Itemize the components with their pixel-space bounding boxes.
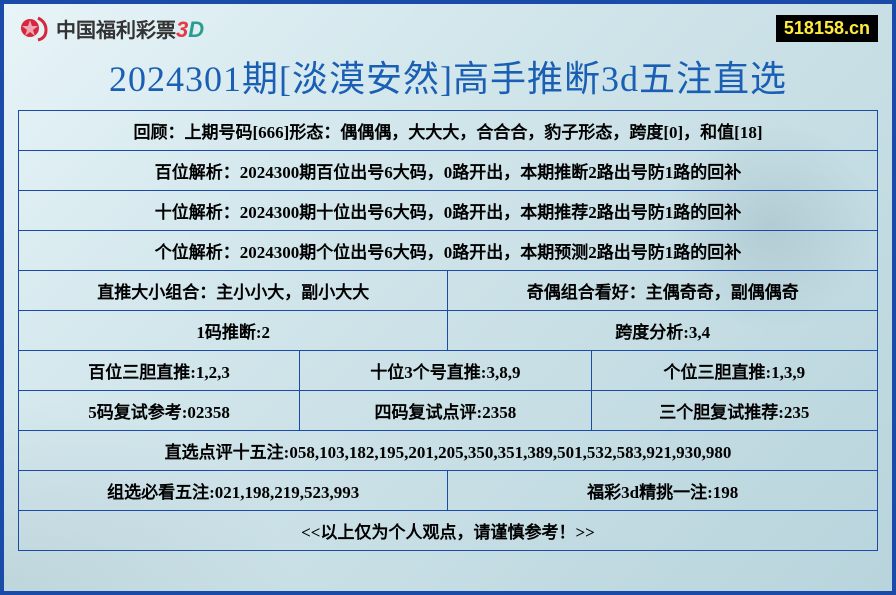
footer-row: <<以上仅为个人观点，请谨慎参考！>> <box>19 511 878 551</box>
ge-analysis-row: 个位解析：2024300期个位出号6大码，0路开出，本期预测2路出号防1路的回补 <box>19 231 878 271</box>
span-cell: 跨度分析:3,4 <box>448 311 878 351</box>
watermark-badge: 518158.cn <box>776 15 878 42</box>
logo-text: 中国福利彩票3D <box>56 14 204 43</box>
shi-analysis-row: 十位解析：2024300期十位出号6大码，0路开出，本期推荐2路出号防1路的回补 <box>19 191 878 231</box>
data-table: 回顾：上期号码[666]形态：偶偶偶，大大大，合合合，豹子形态，跨度[0]，和值… <box>18 110 878 551</box>
ge-dan-cell: 个位三胆直推:1,3,9 <box>591 351 877 391</box>
main-container: 中国福利彩票3D 518158.cn 2024301期[淡漠安然]高手推断3d五… <box>0 0 896 595</box>
review-row: 回顾：上期号码[666]形态：偶偶偶，大大大，合合合，豹子形态，跨度[0]，和值… <box>19 111 878 151</box>
one-code-cell: 1码推断:2 <box>19 311 448 351</box>
bai-dan-cell: 百位三胆直推:1,2,3 <box>19 351 300 391</box>
logo-area: 中国福利彩票3D <box>18 12 204 44</box>
parity-combo-cell: 奇偶组合看好：主偶奇奇，副偶偶奇 <box>448 271 878 311</box>
page-title: 2024301期[淡漠安然]高手推断3d五注直选 <box>18 50 878 102</box>
shi-dan-cell: 十位3个号直推:3,8,9 <box>300 351 591 391</box>
fifteen-row: 直选点评十五注:058,103,182,195,201,205,350,351,… <box>19 431 878 471</box>
size-combo-cell: 直推大小组合：主小小大，副小大大 <box>19 271 448 311</box>
one-pick-cell: 福彩3d精挑一注:198 <box>448 471 878 511</box>
header: 中国福利彩票3D 518158.cn <box>18 12 878 44</box>
four-code-cell: 四码复试点评:2358 <box>300 391 591 431</box>
three-code-cell: 三个胆复试推荐:235 <box>591 391 877 431</box>
bai-analysis-row: 百位解析：2024300期百位出号6大码，0路开出，本期推断2路出号防1路的回补 <box>19 151 878 191</box>
group-five-cell: 组选必看五注:021,198,219,523,993 <box>19 471 448 511</box>
five-code-cell: 5码复试参考:02358 <box>19 391 300 431</box>
lottery-logo-icon <box>18 12 50 44</box>
